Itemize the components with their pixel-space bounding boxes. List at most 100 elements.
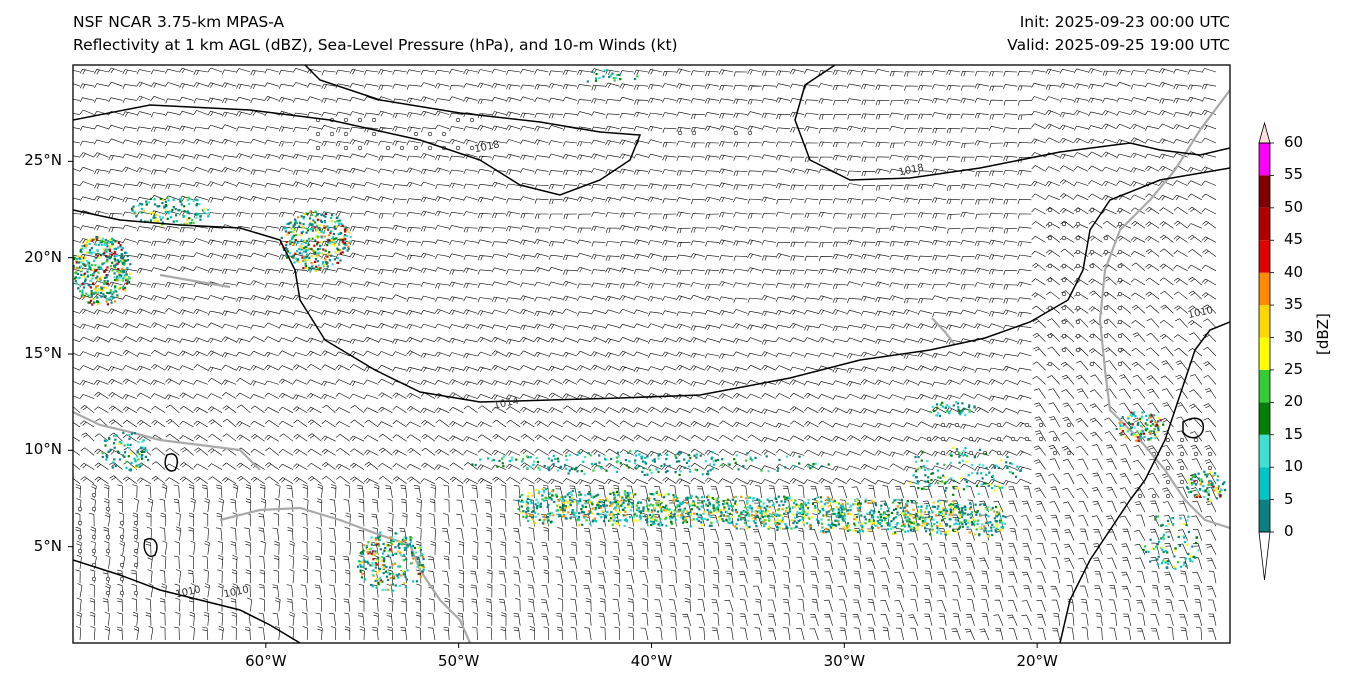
reflectivity-cell (1135, 433, 1139, 436)
reflectivity-cell (147, 458, 150, 462)
reflectivity-cell (372, 554, 375, 557)
reflectivity-cell (669, 515, 672, 518)
reflectivity-cell (713, 463, 716, 466)
reflectivity-cell (979, 513, 982, 516)
reflectivity-cell (666, 453, 669, 456)
reflectivity-cell (1121, 425, 1124, 428)
reflectivity-cell (532, 506, 535, 509)
reflectivity-cell (733, 458, 736, 461)
reflectivity-cell (1155, 424, 1159, 427)
reflectivity-cell (518, 495, 522, 498)
reflectivity-cell (936, 469, 939, 472)
reflectivity-cell (287, 222, 290, 225)
reflectivity-cell (1194, 473, 1197, 476)
reflectivity-cell (765, 455, 768, 458)
reflectivity-cell (1153, 430, 1156, 433)
reflectivity-cell (131, 209, 134, 212)
reflectivity-cell (915, 515, 918, 518)
reflectivity-cell (77, 267, 80, 270)
reflectivity-layer (73, 69, 1227, 592)
reflectivity-cell (306, 229, 310, 232)
reflectivity-cell (128, 280, 131, 284)
reflectivity-cell (610, 511, 613, 514)
reflectivity-cell (895, 507, 898, 511)
reflectivity-cell (378, 538, 381, 542)
calm-circle (1089, 249, 1095, 255)
reflectivity-cell (831, 522, 834, 525)
reflectivity-cell (672, 499, 675, 502)
reflectivity-cell (599, 513, 602, 516)
reflectivity-cell (1202, 489, 1205, 492)
reflectivity-cell (887, 513, 890, 516)
reflectivity-cell (955, 448, 959, 451)
reflectivity-cell (584, 494, 587, 497)
reflectivity-cell (623, 524, 626, 528)
reflectivity-cell (798, 462, 801, 465)
reflectivity-cell (119, 279, 123, 282)
reflectivity-cell (680, 516, 683, 519)
reflectivity-cell (648, 513, 651, 517)
reflectivity-cell (886, 510, 889, 513)
reflectivity-cell (719, 509, 722, 512)
reflectivity-cell (291, 237, 294, 240)
reflectivity-cell (113, 258, 116, 261)
reflectivity-cell (113, 300, 117, 303)
reflectivity-cell (164, 211, 167, 214)
reflectivity-cell (932, 529, 935, 532)
reflectivity-cell (807, 465, 810, 468)
reflectivity-cell (338, 219, 341, 222)
reflectivity-cell (300, 239, 303, 242)
reflectivity-cell (116, 270, 119, 273)
reflectivity-cell (106, 282, 109, 285)
reflectivity-cell (915, 502, 918, 505)
reflectivity-cell (683, 520, 686, 523)
reflectivity-cell (319, 219, 323, 222)
reflectivity-cell (315, 224, 319, 227)
reflectivity-cell (547, 516, 550, 519)
reflectivity-cell (326, 255, 329, 258)
reflectivity-cell (797, 505, 800, 508)
reflectivity-cell (916, 525, 919, 528)
reflectivity-cell (99, 266, 102, 269)
reflectivity-cell (667, 493, 670, 496)
reflectivity-cell (973, 523, 976, 526)
reflectivity-cell (1137, 436, 1140, 439)
reflectivity-cell (1137, 421, 1140, 425)
reflectivity-cell (727, 515, 730, 518)
reflectivity-cell (90, 274, 93, 277)
reflectivity-cell (634, 467, 638, 470)
valid-time: Valid: 2025-09-25 19:00 UTC (1007, 36, 1230, 54)
reflectivity-cell (538, 518, 541, 521)
reflectivity-cell (108, 296, 111, 300)
reflectivity-cell (783, 512, 786, 515)
reflectivity-cell (676, 500, 680, 503)
reflectivity-cell (411, 557, 414, 560)
reflectivity-cell (932, 518, 935, 521)
reflectivity-cell (343, 228, 346, 231)
reflectivity-cell (517, 508, 520, 511)
reflectivity-cell (629, 509, 633, 512)
calm-circle (1137, 493, 1143, 499)
colorbar-unit-label: [dBZ] (1314, 313, 1332, 355)
reflectivity-cell (549, 521, 553, 524)
reflectivity-cell (319, 244, 322, 247)
reflectivity-cell (297, 261, 300, 264)
reflectivity-cell (817, 519, 820, 523)
reflectivity-cell (564, 517, 567, 520)
reflectivity-cell (985, 513, 988, 516)
reflectivity-cell (961, 522, 964, 525)
colorbar-segment (1259, 337, 1270, 370)
reflectivity-cell (787, 505, 790, 508)
reflectivity-cell (282, 248, 286, 251)
reflectivity-cell (965, 480, 968, 483)
reflectivity-cell (619, 519, 622, 522)
reflectivity-cell (73, 267, 75, 270)
reflectivity-cell (1224, 488, 1227, 492)
reflectivity-cell (746, 500, 749, 503)
reflectivity-cell (831, 508, 834, 511)
reflectivity-cell (703, 510, 706, 513)
reflectivity-cell (403, 548, 407, 551)
reflectivity-cell (633, 77, 637, 81)
reflectivity-cell (84, 246, 87, 249)
reflectivity-cell (1195, 488, 1198, 492)
